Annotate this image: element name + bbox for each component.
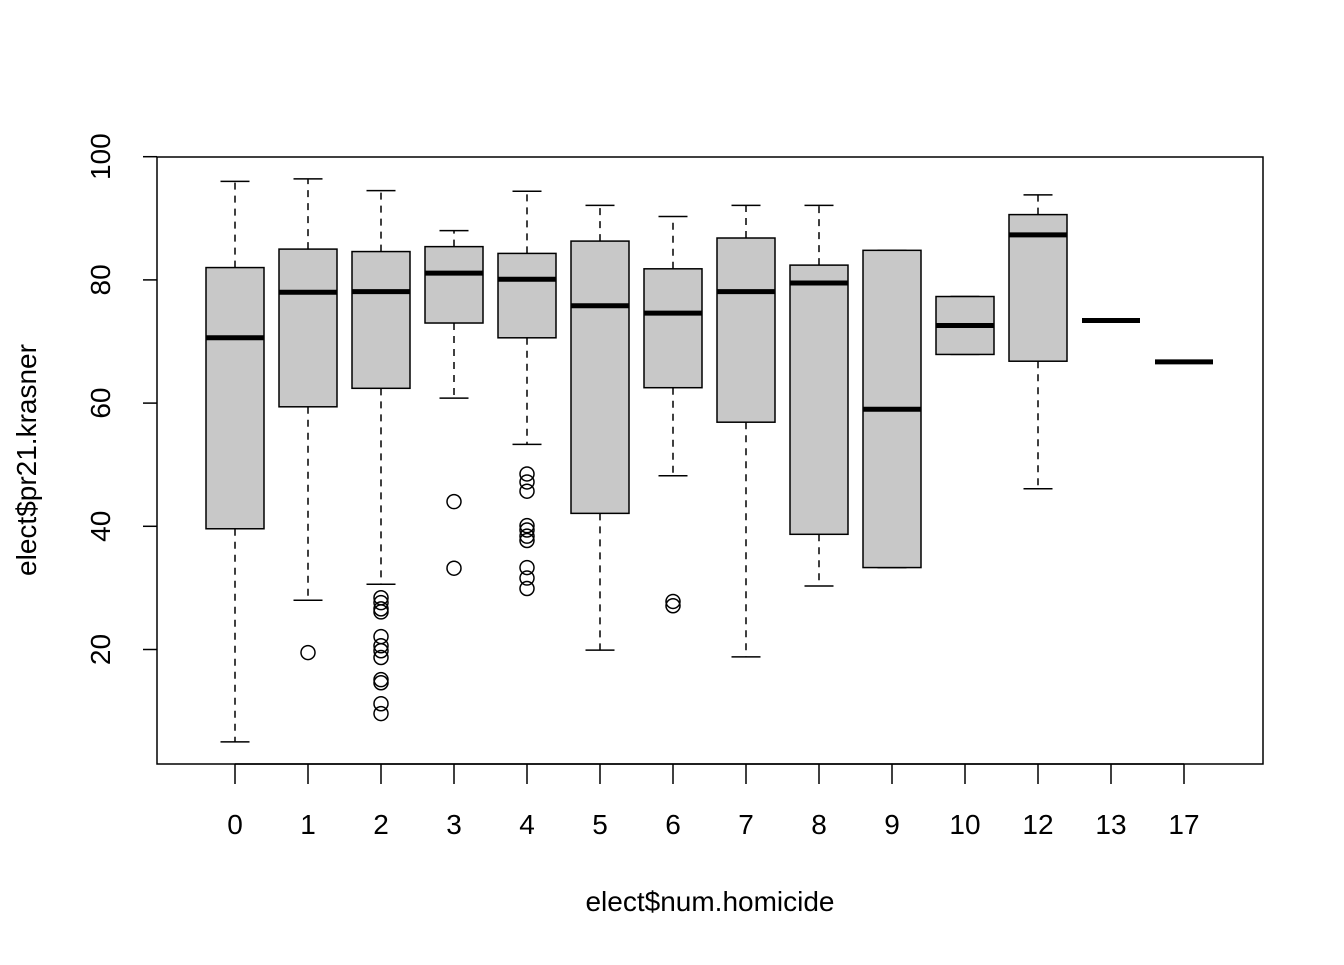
y-tick-label: 60 [85,388,116,419]
iqr-box [789,264,849,536]
x-tick-label: 10 [949,809,980,840]
outlier-point [519,474,535,490]
x-tick-label: 17 [1168,809,1199,840]
outlier-point [300,644,316,661]
outlier-point [373,675,389,691]
outlier-point [373,638,389,654]
box-10 [935,295,995,356]
iqr-box [643,268,703,389]
boxes-group [205,178,1213,743]
outlier-point [373,705,389,722]
box-9 [862,249,922,569]
x-axis: 0 1 2 3 4 5 6 7 8 9 10 12 13 17 [227,763,1200,840]
outlier-point [519,522,535,538]
box-1 [278,178,338,661]
iqr-box [278,248,338,408]
box-4 [497,190,557,597]
outlier-point [446,493,462,510]
box-7 [716,204,776,658]
iqr-box [424,245,484,324]
plot-frame [156,156,1264,765]
x-tick-label: 8 [811,809,827,840]
x-tick-label: 2 [373,809,389,840]
box-12 [1008,194,1068,490]
y-tick-label: 100 [85,133,116,180]
box-5 [570,204,630,651]
y-axis: 20 40 60 80 100 [85,133,157,665]
y-axis-label: elect$pr21.krasner [11,344,42,576]
outlier-point [519,517,535,534]
x-tick-label: 12 [1022,809,1053,840]
x-tick-label: 1 [300,809,316,840]
box-2 [351,189,411,722]
outlier-point [519,532,535,549]
x-tick-label: 5 [592,809,608,840]
y-tick-label: 80 [85,264,116,295]
x-tick-label: 0 [227,809,243,840]
x-tick-label: 4 [519,809,535,840]
outlier-point [519,580,535,597]
outlier-point [519,570,535,586]
outlier-point [519,528,535,544]
x-tick-label: 3 [446,809,462,840]
x-tick-label: 6 [665,809,681,840]
outlier-point [446,560,462,576]
x-tick-label: 9 [884,809,900,840]
outlier-point [373,671,389,688]
outlier-point [519,559,535,576]
iqr-box [205,266,265,530]
y-tick-label: 20 [85,634,116,665]
outlier-point [373,642,389,659]
iqr-box [570,240,630,515]
outlier-point [373,601,389,617]
iqr-box [351,250,411,390]
iqr-box [497,252,557,339]
box-8 [789,204,849,587]
outlier-point [373,604,389,620]
box-6 [643,215,703,614]
x-tick-label: 7 [738,809,754,840]
y-tick-label: 40 [85,511,116,542]
outlier-point [519,483,535,499]
outlier-point [373,649,389,666]
iqr-box [1008,213,1068,362]
outlier-point [373,594,389,611]
outlier-point [519,466,535,482]
outlier-point [665,593,681,610]
outlier-point [373,695,389,712]
box-0 [205,180,265,743]
iqr-box [716,237,776,423]
x-axis-label: elect$num.homicide [585,886,834,917]
x-tick-label: 13 [1095,809,1126,840]
outlier-point [665,598,681,614]
box-3 [424,229,484,576]
